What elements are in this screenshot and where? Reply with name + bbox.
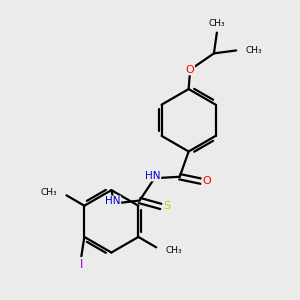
Text: CH₃: CH₃ — [208, 19, 225, 28]
Text: CH₃: CH₃ — [166, 246, 182, 255]
Text: CH₃: CH₃ — [245, 46, 262, 55]
Text: O: O — [186, 65, 194, 75]
Text: HN: HN — [105, 196, 121, 206]
Text: HN: HN — [145, 171, 161, 181]
Text: S: S — [163, 202, 170, 212]
Text: O: O — [202, 176, 211, 186]
Text: CH₃: CH₃ — [40, 188, 57, 197]
Text: I: I — [80, 258, 83, 271]
